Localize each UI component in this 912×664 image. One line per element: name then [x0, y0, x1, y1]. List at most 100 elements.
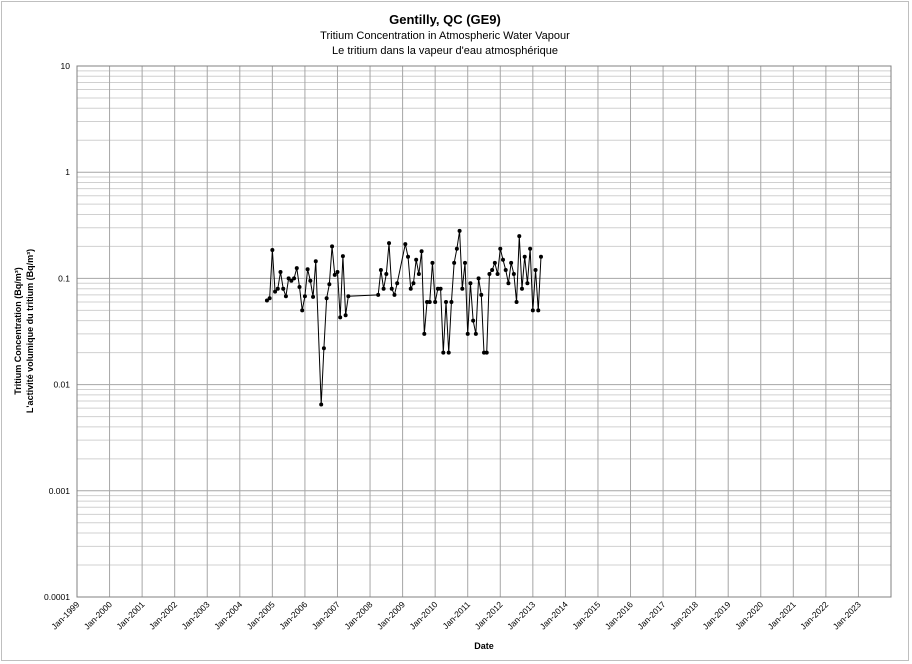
- x-tick-label: Jan-2014: [538, 599, 570, 631]
- data-point: [525, 281, 530, 286]
- data-point: [270, 248, 275, 253]
- data-point: [530, 308, 535, 313]
- data-point: [313, 259, 318, 264]
- x-tick-label: Jan-2016: [603, 599, 635, 631]
- data-point: [484, 350, 489, 355]
- x-tick-label: Jan-2007: [310, 599, 342, 631]
- y-tick-label: 0.001: [49, 486, 71, 496]
- data-point: [528, 246, 533, 251]
- data-point: [460, 286, 465, 291]
- y-tick-label: 0.0001: [44, 592, 70, 602]
- x-tick-label: Jan-2004: [212, 599, 244, 631]
- x-tick-label: Jan-2005: [245, 599, 277, 631]
- y-tick-label: 1: [65, 167, 70, 177]
- data-point: [283, 294, 288, 299]
- x-tick-label: Jan-2012: [473, 599, 505, 631]
- data-point: [403, 242, 408, 247]
- x-tick-label: Jan-2015: [570, 599, 602, 631]
- chart-title: Gentilly, QC (GE9): [389, 12, 501, 27]
- data-point: [302, 294, 307, 299]
- data-point: [389, 286, 394, 291]
- data-point: [281, 286, 286, 291]
- x-tick-label: Jan-2020: [733, 599, 765, 631]
- data-point: [376, 292, 381, 297]
- data-point: [327, 282, 332, 287]
- data-point: [446, 350, 451, 355]
- data-point: [492, 260, 497, 265]
- data-point: [416, 272, 421, 277]
- data-point: [452, 260, 457, 265]
- x-tick-label: Jan-2013: [505, 599, 537, 631]
- data-point: [500, 257, 505, 262]
- data-point: [433, 299, 438, 304]
- data-point: [476, 276, 481, 281]
- data-point: [509, 260, 514, 265]
- data-point: [536, 308, 541, 313]
- data-point: [514, 299, 519, 304]
- x-tick-label: Jan-2000: [82, 599, 114, 631]
- x-tick-label: Jan-2008: [342, 599, 374, 631]
- y-tick-label: 0.1: [58, 273, 70, 283]
- grid: [76, 66, 891, 598]
- data-point: [490, 267, 495, 272]
- data-point: [340, 254, 345, 259]
- data-point: [321, 346, 326, 351]
- data-point: [427, 299, 432, 304]
- data-point: [465, 331, 470, 336]
- x-tick-label: Jan-2021: [766, 599, 798, 631]
- data-point: [387, 241, 392, 246]
- data-point: [395, 281, 400, 286]
- y-tick-labels: 0.0001 0.001 0.01 0.1 1 10: [44, 61, 70, 602]
- data-point: [378, 267, 383, 272]
- data-point: [332, 272, 337, 277]
- data-point: [414, 257, 419, 262]
- data-point: [278, 269, 283, 274]
- data-point: [406, 254, 411, 259]
- data-point: [533, 267, 538, 272]
- x-tick-label: Jan-2009: [375, 599, 407, 631]
- data-point: [503, 267, 508, 272]
- x-tick-label: Jan-2006: [277, 599, 309, 631]
- data-point: [511, 272, 516, 277]
- data-point: [267, 296, 272, 301]
- x-tick-label: Jan-2022: [798, 599, 830, 631]
- data-point: [495, 272, 500, 277]
- data-point: [430, 260, 435, 265]
- data-point: [498, 246, 503, 251]
- data-point: [338, 315, 343, 320]
- data-point: [419, 249, 424, 254]
- y-tick-label: 10: [61, 61, 71, 71]
- data-point: [300, 308, 305, 313]
- data-point: [438, 286, 443, 291]
- x-tick-label: Jan-2018: [668, 599, 700, 631]
- data-point: [292, 276, 297, 281]
- data-point: [324, 296, 329, 301]
- data-point: [457, 228, 462, 233]
- y-tick-label: 0.01: [53, 380, 70, 390]
- data-point: [468, 281, 473, 286]
- data-point: [449, 299, 454, 304]
- data-point: [343, 313, 348, 318]
- data-point: [422, 331, 427, 336]
- data-point: [471, 318, 476, 323]
- data-point: [487, 272, 492, 277]
- data-point: [286, 276, 291, 281]
- data-point: [294, 266, 299, 271]
- chart-subtitle-fr: Le tritium dans la vapeur d'eau atmosphé…: [332, 45, 558, 57]
- x-tick-label: Jan-2003: [180, 599, 212, 631]
- data-point: [444, 299, 449, 304]
- data-point: [319, 402, 324, 407]
- data-point: [519, 286, 524, 291]
- x-tick-label: Jan-2002: [147, 599, 179, 631]
- data-point: [384, 272, 389, 277]
- data-point: [454, 246, 459, 251]
- x-tick-label: Jan-2023: [831, 599, 863, 631]
- data-point: [522, 254, 527, 259]
- x-tick-label: Jan-2017: [635, 599, 667, 631]
- data-point: [441, 350, 446, 355]
- data-point: [506, 281, 511, 286]
- data-point: [381, 286, 386, 291]
- data-point: [335, 269, 340, 274]
- x-tick-label: Jan-1999: [49, 599, 81, 631]
